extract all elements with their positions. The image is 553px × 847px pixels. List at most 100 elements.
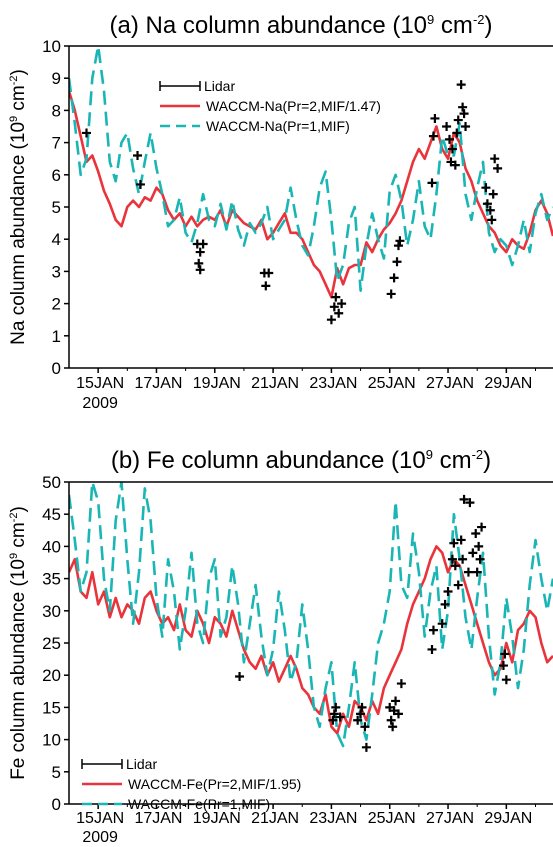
- lidar-point: [472, 567, 482, 577]
- lidar-point: [458, 554, 468, 564]
- lidar-point: [498, 661, 508, 671]
- y-tick-label: 0: [52, 359, 61, 378]
- chart-title-unit: cm: [433, 447, 472, 474]
- x-tick-label: 23JAN: [309, 810, 357, 827]
- series-line-model_b: [69, 482, 553, 748]
- x-tick-label: 15JAN: [76, 375, 124, 392]
- y-tick-label: 45: [42, 505, 61, 524]
- lidar-point: [444, 134, 454, 144]
- legend-lidar-label: Lidar: [204, 78, 235, 94]
- x-tick-label: 17JAN: [134, 375, 182, 392]
- lidar-point: [440, 599, 450, 609]
- y-tick-label: 8: [52, 101, 61, 120]
- y-tick-label: 20: [42, 666, 61, 685]
- lidar-point: [442, 122, 452, 131]
- lidar-point: [487, 215, 497, 225]
- lidar-point: [386, 289, 396, 299]
- y-tick-label: 30: [42, 602, 61, 621]
- chart-title-unit: cm: [434, 12, 473, 39]
- lidar-point: [388, 722, 398, 732]
- y-axis-label-close: ): [8, 69, 29, 75]
- lidar-point: [449, 538, 459, 548]
- y-axis-label-unit-exponent: -2: [8, 75, 20, 85]
- lidar-point: [427, 178, 437, 188]
- lidar-point: [135, 179, 145, 189]
- chart-title-text: (b) Fe column abundance (10: [111, 447, 426, 474]
- legend: Lidar WACCM-Na(Pr=2,MIF/1.47) WACCM-Na(Pr=…: [159, 78, 381, 134]
- legend-label: WACCM-Na(Pr=1,MIF): [206, 118, 350, 134]
- chart-panel-fe: (b) Fe column abundance (109 cm-2) Fe col…: [8, 447, 553, 846]
- x-tick-label: 17JAN: [134, 810, 182, 827]
- lidar-point: [481, 183, 491, 193]
- lidar-point: [456, 535, 466, 545]
- lidar-point: [393, 241, 403, 251]
- y-tick-label: 10: [42, 37, 61, 56]
- legend-label: WACCM-Fe(Pr=1,MIF): [128, 796, 270, 812]
- lidar-point: [427, 644, 437, 654]
- lidar-point: [353, 715, 363, 725]
- y-tick-label: 25: [42, 634, 61, 653]
- lidar-point: [493, 163, 503, 173]
- lidar-point: [386, 715, 396, 725]
- lidar-point: [393, 709, 403, 719]
- x-tick-label: 21JAN: [251, 375, 299, 392]
- lidar-point: [198, 239, 208, 249]
- lidar-point: [261, 281, 271, 291]
- lidar-point: [447, 144, 457, 154]
- lidar-point: [194, 258, 204, 268]
- x-tick-label: 25JAN: [368, 810, 416, 827]
- lidar-point: [490, 154, 500, 164]
- y-tick-label: 50: [42, 473, 61, 492]
- lidar-point: [329, 302, 339, 312]
- chart-title: (b) Fe column abundance (109 cm-2): [111, 447, 491, 474]
- chart-title-text: (a) Na column abundance (10: [110, 12, 428, 39]
- y-axis-label-unit: cm: [8, 522, 29, 553]
- y-axis-label-exponent: 9: [8, 553, 20, 559]
- lidar-point: [482, 199, 492, 209]
- lidar-point: [459, 494, 469, 504]
- lidar-point: [465, 498, 475, 508]
- y-axis-label-close: ): [8, 506, 29, 512]
- lidar-point: [477, 522, 487, 532]
- chart-title-unit-exponent: -2: [473, 12, 485, 27]
- plot-area: [69, 482, 553, 752]
- lidar-point: [337, 299, 347, 309]
- y-tick-label: 0: [52, 795, 61, 814]
- lidar-point: [389, 273, 399, 283]
- y-tick-label: 7: [52, 134, 61, 153]
- lidar-point: [443, 586, 453, 596]
- lidar-point: [458, 102, 468, 112]
- y-tick-label: 1: [52, 327, 61, 346]
- lidar-point: [331, 292, 341, 302]
- chart-title-exponent: 9: [427, 12, 434, 27]
- chart-title-close: ): [483, 447, 491, 474]
- y-tick-label: 10: [42, 731, 61, 750]
- y-axis-label-text: Na column abundance (10: [8, 122, 29, 345]
- x-tick-label: 19JAN: [193, 810, 241, 827]
- lidar-point: [488, 189, 498, 199]
- chart-title: (a) Na column abundance (109 cm-2): [110, 12, 493, 39]
- y-axis-label-text: Fe column abundance (10: [8, 559, 29, 780]
- lidar-point: [356, 709, 366, 719]
- lidar-point: [500, 649, 510, 659]
- lidar-point: [453, 580, 463, 590]
- lidar-point: [501, 675, 511, 685]
- lidar-point: [450, 160, 460, 170]
- y-tick-label: 5: [52, 763, 61, 782]
- lidar-point: [396, 679, 406, 689]
- y-tick-label: 2: [52, 295, 61, 314]
- x-tick-label: 25JAN: [368, 375, 416, 392]
- lidar-point: [329, 709, 339, 719]
- chart-title-exponent: 9: [426, 447, 433, 462]
- y-tick-label: 40: [42, 537, 61, 556]
- y-tick-label: 3: [52, 262, 61, 281]
- series-line-model_a: [69, 90, 553, 299]
- legend-label: WACCM-Na(Pr=2,MIF/1.47): [206, 98, 381, 114]
- x-tick-label: 21JAN: [251, 810, 299, 827]
- lidar-point: [133, 150, 143, 160]
- lidar-point: [471, 529, 481, 539]
- plot-area: [69, 46, 553, 325]
- y-tick-label: 15: [42, 698, 61, 717]
- year-label: 2009: [82, 395, 118, 412]
